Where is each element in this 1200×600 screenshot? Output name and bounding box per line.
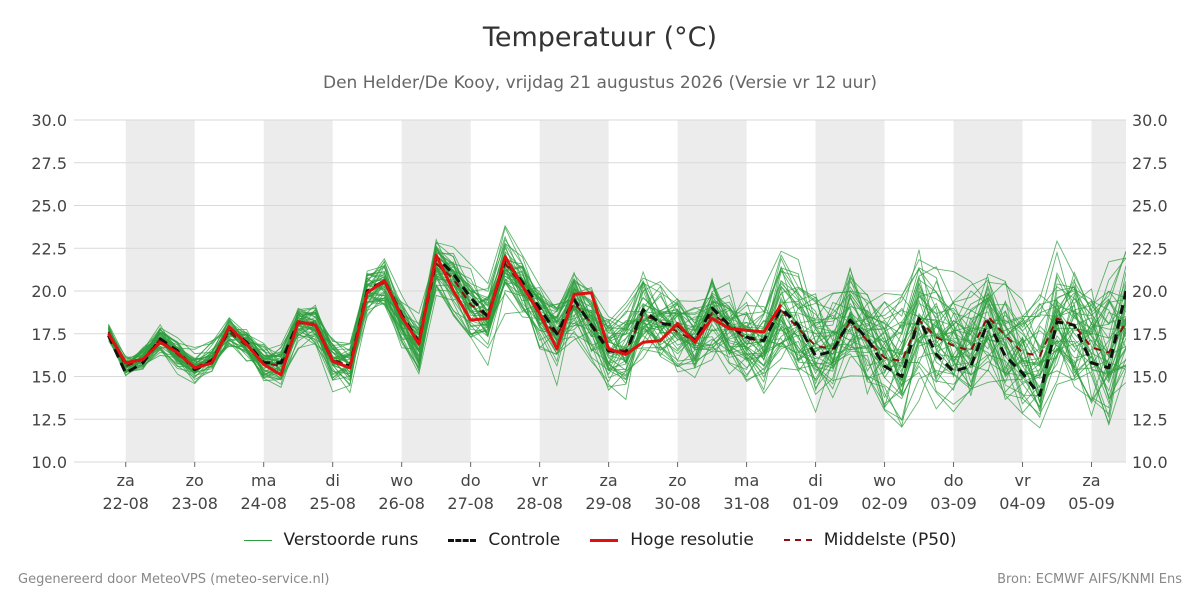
legend-item: Middelste (P50)	[783, 530, 957, 550]
y-tick-label-right: 10.0	[1132, 453, 1168, 472]
x-tick-day: di	[808, 471, 823, 490]
x-tick-day: zo	[669, 471, 687, 490]
y-tick-label-left: 12.5	[31, 410, 67, 429]
y-tick-label-right: 20.0	[1132, 282, 1168, 301]
y-tick-label-right: 15.0	[1132, 368, 1168, 387]
legend: Verstoorde runs Controle Hoge resolutie Mid…	[0, 530, 1200, 550]
x-tick-day: za	[117, 471, 135, 490]
x-tick-day: wo	[873, 471, 896, 490]
y-tick-label-right: 25.0	[1132, 197, 1168, 216]
chart-subtitle: Den Helder/De Kooy, vrijdag 21 augustus …	[323, 73, 877, 93]
legend-swatch	[243, 539, 272, 541]
y-tick-label-left: 10.0	[31, 453, 67, 472]
y-tick-label-left: 30.0	[31, 111, 67, 130]
y-tick-label-left: 22.5	[31, 239, 67, 258]
x-tick-day: ma	[251, 471, 276, 490]
legend-swatch	[448, 538, 477, 542]
x-tick-day: do	[461, 471, 481, 490]
ensemble-run-line	[108, 252, 1126, 409]
x-tick-date: 31-08	[723, 494, 770, 513]
ensemble-run-line	[108, 247, 1126, 429]
footer-source: Bron: ECMWF AIFS/KNMI Ens	[997, 572, 1182, 587]
x-tick-date: 25-08	[309, 494, 356, 513]
x-tick-day: vr	[532, 471, 548, 490]
ensemble-run-line	[108, 253, 1126, 396]
x-tick-date: 23-08	[171, 494, 218, 513]
x-tick-date: 22-08	[102, 494, 149, 513]
x-tick-date: 29-08	[585, 494, 632, 513]
x-tick-date: 03-09	[930, 494, 977, 513]
y-tick-label-right: 22.5	[1132, 239, 1168, 258]
x-tick-date: 24-08	[240, 494, 287, 513]
y-tick-label-right: 30.0	[1132, 111, 1168, 130]
y-tick-label-right: 17.5	[1132, 325, 1168, 344]
legend-item: Controle	[448, 530, 560, 550]
y-tick-label-right: 12.5	[1132, 410, 1168, 429]
ensemble-run-line	[108, 275, 1126, 410]
x-tick-date: 30-08	[654, 494, 701, 513]
legend-label: Verstoorde runs	[283, 530, 419, 550]
y-tick-label-left: 15.0	[31, 368, 67, 387]
x-tick-date: 28-08	[516, 494, 563, 513]
x-tick-day: di	[325, 471, 340, 490]
ensemble-run-line	[108, 242, 1126, 418]
y-tick-label-left: 17.5	[31, 325, 67, 344]
legend-label: Middelste (P50)	[823, 530, 957, 550]
x-tick-day: vr	[1015, 471, 1031, 490]
ensemble-run-line	[108, 242, 1126, 388]
y-tick-label-left: 27.5	[31, 154, 67, 173]
ensemble-run-line	[108, 265, 1126, 384]
x-tick-date: 27-08	[447, 494, 494, 513]
legend-swatch	[783, 539, 812, 541]
legend-item: Hoge resolutie	[590, 530, 754, 550]
x-tick-date: 04-09	[999, 494, 1046, 513]
y-tick-label-right: 27.5	[1132, 154, 1168, 173]
y-tick-label-left: 20.0	[31, 282, 67, 301]
series-line-controle	[107, 255, 1126, 397]
x-tick-day: ma	[734, 471, 759, 490]
ensemble-run-line	[108, 252, 1126, 401]
legend-label: Hoge resolutie	[630, 530, 754, 550]
legend-swatch	[590, 538, 619, 542]
x-tick-day: wo	[390, 471, 413, 490]
x-tick-date: 02-09	[861, 494, 908, 513]
x-tick-day: do	[944, 471, 964, 490]
ensemble-run-line	[108, 265, 1126, 399]
x-tick-day: za	[1082, 471, 1100, 490]
ensemble-run-line	[108, 252, 1126, 409]
x-tick-date: 26-08	[378, 494, 425, 513]
chart-title: Temperatuur (°C)	[482, 22, 718, 53]
x-tick-day: zo	[186, 471, 204, 490]
ensemble-run-line	[108, 249, 1126, 396]
legend-item: Verstoorde runs	[243, 530, 419, 550]
x-tick-date: 01-09	[792, 494, 839, 513]
y-tick-label-left: 25.0	[31, 197, 67, 216]
series-line-hoge-resolutie	[107, 253, 783, 377]
x-tick-day: za	[600, 471, 618, 490]
ensemble-run-line	[108, 245, 1126, 398]
x-tick-date: 05-09	[1068, 494, 1115, 513]
ensemble-run-line	[108, 256, 1126, 396]
footer-generator: Gegenereerd door MeteoVPS (meteo-service…	[18, 572, 330, 587]
legend-label: Controle	[488, 530, 561, 550]
